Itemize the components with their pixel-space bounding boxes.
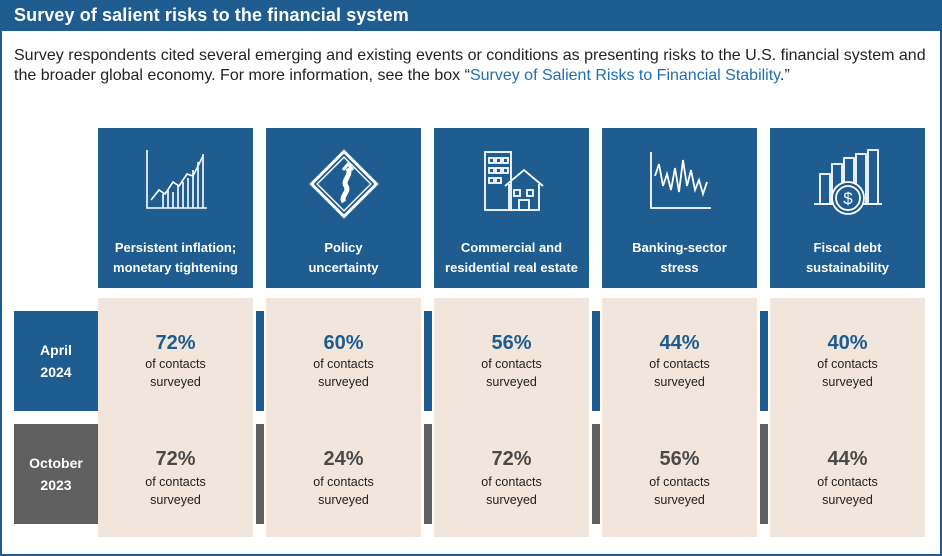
row-stripe [760,311,768,411]
category-header-inflation: Persistent inflation; monetary tightening [98,128,253,288]
value-label: 56% [491,332,532,354]
category-header-policy: Policy uncertainty [266,128,421,288]
cell-caption: of contacts surveyed [649,475,710,507]
value-label: 44% [827,448,868,470]
value-label: 24% [323,448,364,470]
value-label: 44% [659,332,700,354]
volatile-line-chart-icon [649,152,711,209]
value-label: 72% [155,332,196,354]
value-cell: 72% of contacts surveyed [434,411,589,537]
dollar-coin-bars-icon: $ [813,149,882,215]
value-cell: 56% of contacts surveyed [602,411,757,537]
value-label: 72% [491,448,532,470]
cell-caption: of contacts surveyed [481,475,542,507]
row-stripe [592,311,600,411]
title-bar: Survey of salient risks to the financial… [0,0,942,31]
row-label-april-2024: April 2024 [14,311,98,411]
value-cell: 40% of contacts surveyed [770,298,925,411]
row-stripe [592,424,600,524]
rising-bar-chart-icon [145,150,207,209]
cell-caption: of contacts surveyed [481,357,542,389]
category-header-real-estate: Commercial and residential real estate [434,128,589,288]
category-header-fiscal: $ Fiscal debt sustainability [770,128,925,288]
row-label-october-2023: October 2023 [14,424,98,524]
svg-text:$: $ [843,189,853,208]
intro-paragraph: Survey respondents cited several emergin… [14,46,926,86]
row-stripe [760,424,768,524]
category-header-banking: Banking-sector stress [602,128,757,288]
row-stripe [424,424,432,524]
row-stripe [424,311,432,411]
value-cell: 72% of contacts surveyed [98,298,253,411]
cell-caption: of contacts surveyed [649,357,710,389]
buildings-icon [483,151,544,211]
box-link[interactable]: Survey of Salient Risks to Financial Sta… [469,67,780,84]
cell-caption: of contacts surveyed [313,475,374,507]
value-label: 60% [323,332,364,354]
row-stripe [256,311,264,411]
category-label: Persistent inflation; monetary tightening [113,240,238,275]
row-stripe [256,424,264,524]
category-label: Fiscal debt sustainability [805,240,890,275]
category-label: Commercial and residential real estate [445,240,578,275]
value-cell: 60% of contacts surveyed [266,298,421,411]
value-cell: 24% of contacts surveyed [266,411,421,537]
cell-caption: of contacts surveyed [817,475,878,507]
page-title: Survey of salient risks to the financial… [14,5,409,25]
cell-caption: of contacts surveyed [145,475,206,507]
category-label: Banking-sector stress [632,240,727,275]
intro-text-end: .” [780,67,790,84]
intro-text: Survey respondents cited several emergin… [14,47,926,84]
value-cell: 72% of contacts surveyed [98,411,253,537]
value-cell: 56% of contacts surveyed [434,298,589,411]
value-label: 72% [155,448,196,470]
cell-caption: of contacts surveyed [817,357,878,389]
category-label: Policy uncertainty [308,240,379,275]
value-label: 40% [827,332,868,354]
value-cell: 44% of contacts surveyed [770,411,925,537]
cell-caption: of contacts surveyed [313,357,374,389]
cell-caption: of contacts surveyed [145,357,206,389]
value-cell: 44% of contacts surveyed [602,298,757,411]
winding-road-sign-icon [308,149,379,219]
value-label: 56% [659,448,700,470]
